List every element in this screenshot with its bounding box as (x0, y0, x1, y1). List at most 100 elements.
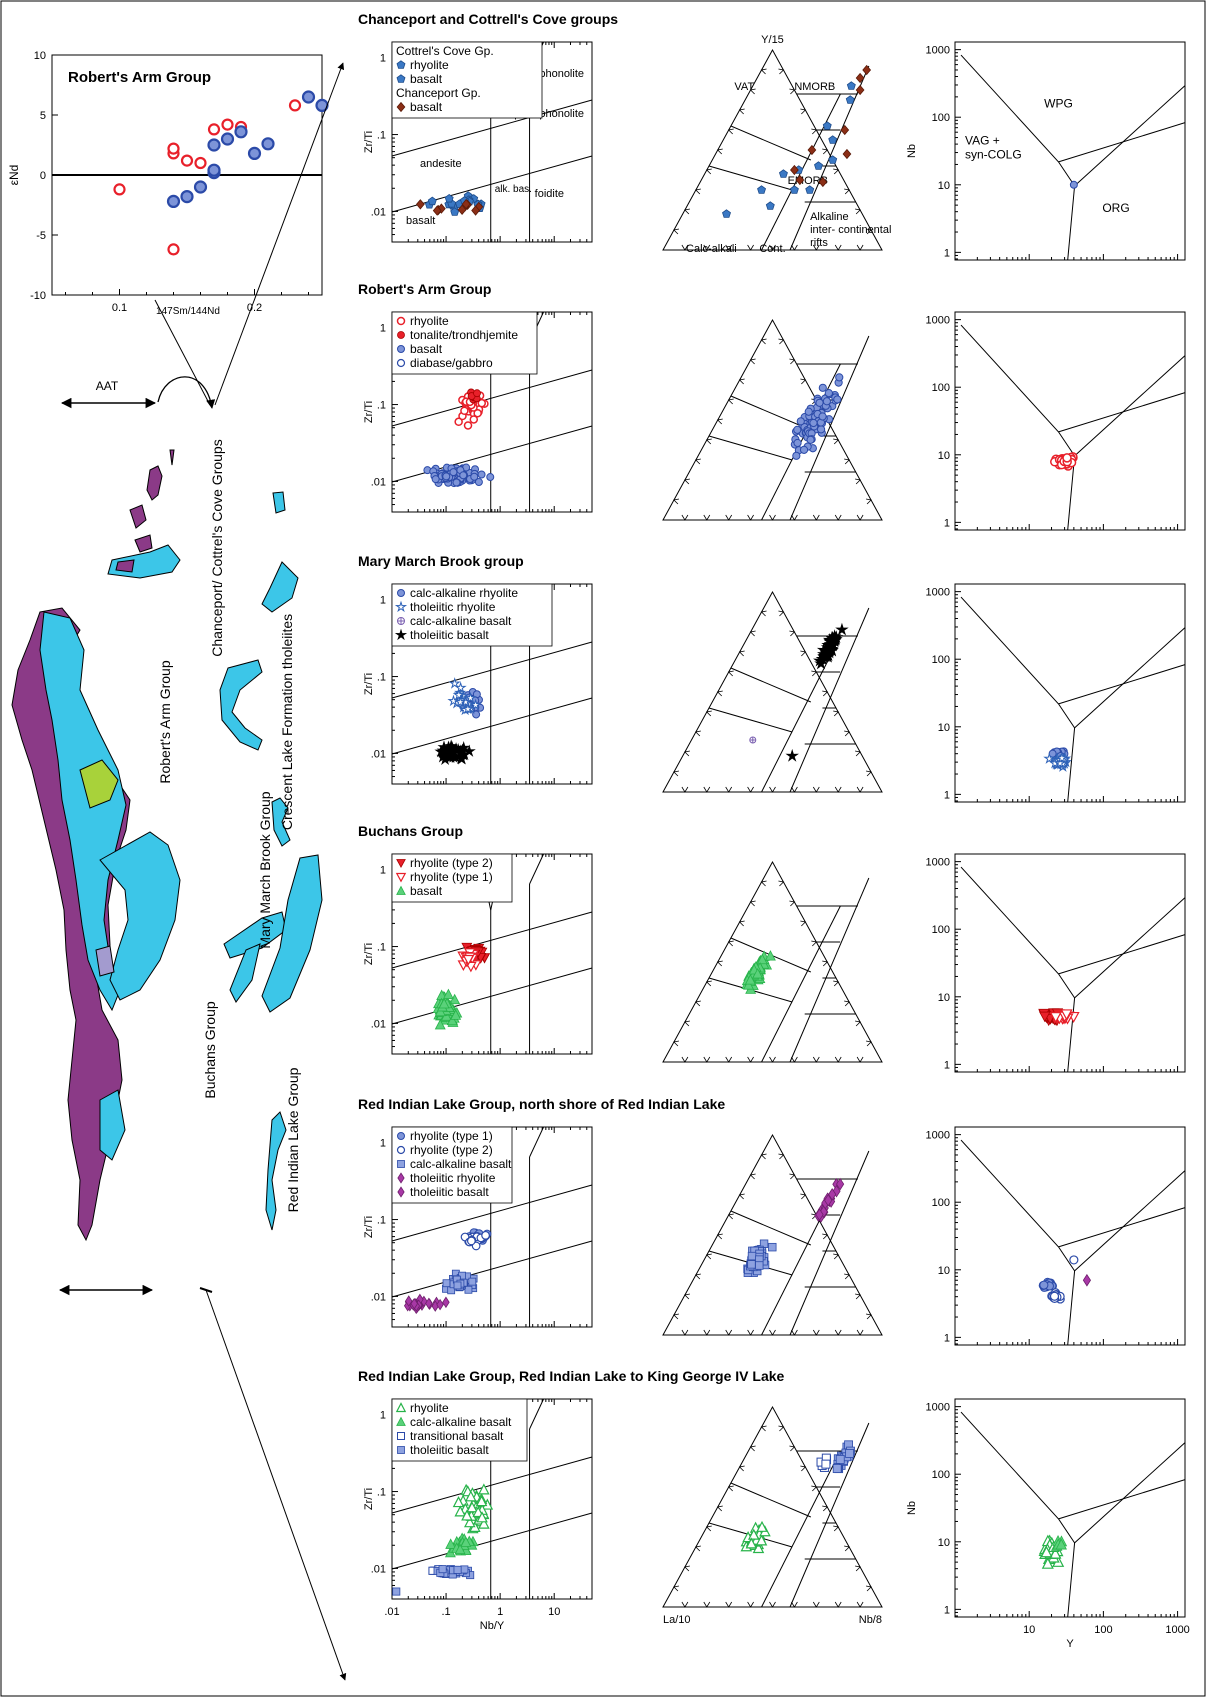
zrti-ytick-label: 1 (380, 323, 386, 335)
legend: rhyolite (type 1)rhyolite (type 2)calc-a… (391, 1126, 513, 1204)
data-point (432, 205, 442, 216)
data-point (471, 205, 480, 216)
legend-marker (396, 1145, 406, 1155)
nb-line-join (1058, 1246, 1076, 1272)
tri-tick-right (833, 1525, 840, 1532)
inset-point-blue (180, 190, 194, 204)
data-point (757, 185, 767, 194)
data-point (832, 1464, 842, 1473)
zrti-line-upper (391, 1184, 593, 1242)
data-point (461, 702, 474, 715)
data-point (442, 472, 451, 481)
data-point (442, 1279, 451, 1288)
data-point (747, 1260, 756, 1269)
data-point (1049, 1012, 1062, 1024)
nb-panel: 1000 100 10 1 WPG VAG + syn-COLG ORG Nb (906, 41, 1186, 261)
tri-frame (662, 1133, 883, 1336)
tri-label-calcalkali: Calc-alkali (686, 243, 737, 255)
data-point (840, 124, 850, 136)
tri-tick-right (833, 710, 840, 717)
data-point (756, 953, 768, 965)
nb-line-wpg (960, 324, 1059, 433)
tri-tick-base (791, 1601, 798, 1608)
zrti-points (423, 388, 495, 488)
tri-tick-left (749, 1173, 756, 1180)
tri-tick-base (769, 244, 776, 251)
tri-tick-left (716, 418, 723, 425)
nb-line-wpg (960, 1139, 1059, 1248)
tri-tick-base (725, 1329, 733, 1336)
tri-line-ca-upper (730, 1482, 812, 1518)
tri-tick-right (855, 1565, 861, 1572)
tri-tick-base (681, 1056, 689, 1063)
tri-points (743, 1177, 845, 1277)
tri-tick-right (778, 1425, 785, 1432)
data-point (450, 207, 460, 216)
tri-tick-base (681, 244, 689, 251)
nb-points (1038, 1255, 1092, 1304)
nb-ytick-label: 1000 (926, 857, 950, 869)
data-point (828, 155, 838, 164)
nb-ytick-label: 100 (932, 382, 950, 394)
nb-ticks: 1000 100 10 1 (926, 1402, 1179, 1617)
tri-tick-base (747, 1329, 754, 1336)
legend-label: rhyolite (type 1) (410, 870, 493, 884)
tri-tick-right (865, 1040, 872, 1047)
data-point (804, 407, 813, 416)
legend-marker (397, 1132, 405, 1140)
zrti-line-upper (391, 641, 593, 699)
inset-ytick-label: -5 (36, 230, 46, 242)
data-point (1040, 1545, 1053, 1558)
map-label-buchans: Buchans Group (202, 1001, 218, 1098)
map-arrow-tail (199, 1287, 213, 1293)
data-point (444, 193, 454, 203)
data-point (806, 435, 815, 444)
tri-tick-left (705, 1525, 712, 1532)
zrti-ytick-label: 1 (380, 1410, 386, 1422)
tri-points (749, 622, 849, 762)
geologic-map: Chanceport/ Cottrel's Cove Groups Robert… (11, 439, 323, 1242)
curved-arrow (157, 376, 216, 409)
row-4: Red Indian Lake Group, north shore of Re… (358, 1096, 1186, 1346)
tri-tick-right (778, 1153, 785, 1160)
nb-ytick-label: 1000 (926, 587, 950, 599)
tri-tick-left (684, 1565, 690, 1572)
nb-ytick-label: 1000 (926, 1130, 950, 1142)
tri-apex-top: Y/15 (761, 34, 784, 46)
data-point (1039, 1280, 1049, 1290)
tri-tick-base (703, 1329, 711, 1336)
map-island-3 (129, 504, 147, 529)
nb-frame (954, 311, 1186, 531)
data-point (845, 95, 855, 104)
tri-tick-right (800, 378, 807, 385)
inset-connector (154, 299, 211, 406)
aat-scale-label: AAT (96, 379, 119, 393)
tri-tick-base (703, 514, 711, 521)
y-tick-label: 1000 (1165, 1624, 1189, 1636)
legend-marker (395, 872, 407, 883)
data-point (862, 64, 872, 76)
tri-points (741, 950, 776, 994)
tri-tick-base (812, 244, 820, 251)
legend-frame (391, 1126, 513, 1204)
nb-label-line: syn-COLG (965, 147, 1022, 161)
nb-points (1038, 1008, 1080, 1027)
row-0: Chanceport and Cottrell's Cove groups 1 .1… (358, 11, 1186, 261)
nb-line-join (1058, 1518, 1076, 1544)
map-island-2 (169, 449, 175, 466)
tri-tick-base (791, 1056, 798, 1063)
data-point (459, 471, 468, 480)
nb-label-line: VAG + (965, 133, 1000, 147)
tri-tick-base (747, 1601, 754, 1608)
data-point (477, 470, 486, 479)
data-point (461, 1509, 473, 1521)
tri-tick-left (673, 1585, 680, 1592)
data-point (752, 967, 764, 979)
data-point (749, 736, 757, 744)
zrti-ytick-label: 1 (380, 865, 386, 877)
nb-line-right-upper (1074, 1442, 1186, 1544)
tri-fields (708, 1422, 870, 1608)
data-point (819, 645, 833, 659)
map-red-indian-2 (265, 1111, 287, 1231)
data-point (438, 997, 450, 1009)
